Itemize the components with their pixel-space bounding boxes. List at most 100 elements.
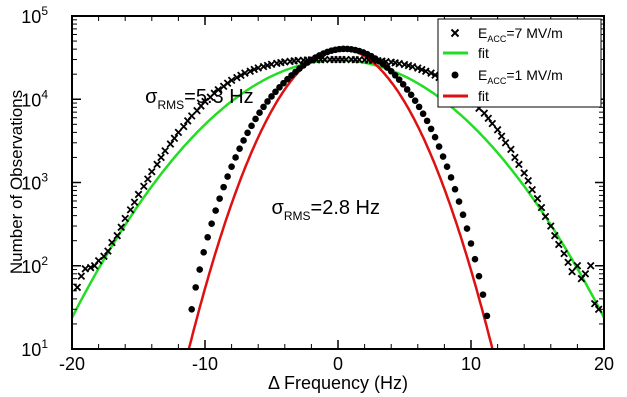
data-point-x [524, 176, 533, 185]
data-point-dot [419, 110, 427, 118]
y-tick-label: 105 [21, 4, 48, 27]
sigma-annotation-main: σ [145, 86, 158, 108]
data-point-x [488, 119, 497, 128]
data-point-dot [467, 240, 475, 247]
data-point-dot [188, 305, 195, 313]
legend-marker-x [450, 28, 460, 38]
legend-entry-sub: ACC [487, 76, 507, 86]
data-point-dot [240, 137, 247, 144]
data-point-dot [252, 115, 259, 123]
y-axis-label: Number of Observations [7, 90, 26, 274]
y-tick-exp: 4 [41, 87, 48, 101]
data-point-x [564, 258, 572, 267]
y-tick-label: 103 [21, 171, 48, 194]
sigma-annotation-sub: RMS [157, 98, 184, 112]
data-point-dot [435, 143, 443, 150]
y-tick-label: 104 [21, 87, 48, 110]
data-point-x [537, 203, 546, 212]
data-point-x [528, 185, 537, 194]
data-point-x [179, 122, 188, 131]
data-point-dot [483, 312, 491, 320]
data-point-x [560, 249, 568, 258]
data-point-dot [411, 97, 419, 105]
data-point-x [166, 140, 175, 148]
data-point-x [493, 125, 502, 134]
x-tick-label: 10 [461, 354, 481, 374]
data-point-x [501, 138, 510, 147]
data-point-dot [228, 163, 235, 170]
data-point-x [134, 190, 143, 199]
data-point-dot [423, 117, 431, 125]
sigma-annotation-rest: =2.8 Hz [311, 197, 380, 219]
data-point-x [417, 65, 426, 74]
data-point-x [126, 205, 135, 214]
data-point-x [121, 214, 130, 223]
data-point-x [554, 240, 563, 249]
data-point-dot [268, 93, 275, 100]
data-point-x [170, 134, 179, 143]
data-point-dot [427, 125, 435, 133]
data-point-x [108, 238, 116, 247]
y-tick-base: 10 [21, 257, 41, 277]
data-point-x [104, 247, 112, 255]
data-point-dot [196, 266, 203, 273]
data-point-dot [463, 225, 471, 232]
data-point-x [484, 114, 493, 123]
y-tick-base: 10 [21, 174, 41, 194]
data-point-x [427, 69, 435, 77]
data-point-x [77, 272, 86, 280]
y-tick-label: 101 [21, 337, 48, 360]
data-point-dot [475, 272, 483, 280]
legend-entry-rest: =1 MV/m [506, 67, 562, 83]
y-tick-base: 10 [21, 90, 41, 110]
data-point-x [117, 223, 126, 232]
data-point-x [81, 264, 90, 273]
data-point-dot [471, 255, 479, 263]
data-point-dot [216, 195, 223, 202]
data-point-x [581, 269, 590, 278]
data-point-dot [407, 91, 415, 99]
data-point-x [161, 147, 169, 155]
data-point-x [113, 231, 122, 240]
data-point-x [594, 305, 603, 314]
data-point-x [413, 64, 422, 72]
data-point-dot [272, 88, 279, 96]
data-point-x [130, 198, 139, 207]
data-point-x [590, 299, 599, 308]
legend-entry-sub: ACC [487, 34, 507, 44]
x-tick-label: -20 [59, 354, 85, 374]
data-point-dot [248, 122, 255, 130]
sigma-annotation-rest: =5.3 Hz [184, 86, 253, 108]
data-point-x [86, 263, 95, 272]
data-point-dot [447, 174, 455, 181]
data-point-dot [443, 163, 451, 170]
x-tick-label: 20 [594, 354, 614, 374]
data-point-x [147, 167, 156, 176]
data-point-dot [387, 67, 395, 75]
legend-box [437, 18, 602, 108]
data-point-dot [232, 154, 239, 161]
data-point-x [520, 169, 529, 177]
sigma-annotation: σRMS=2.8 Hz [272, 197, 381, 223]
data-point-dot [455, 198, 463, 205]
data-point-x [421, 67, 430, 76]
x-axis-label: Δ Frequency (Hz) [268, 373, 408, 393]
data-point-dot [399, 81, 407, 88]
data-point-x [250, 65, 259, 74]
data-point-dot [260, 103, 267, 111]
legend-entry-main: fit [478, 88, 489, 104]
data-point-dot [256, 109, 263, 116]
data-point-dot [403, 86, 411, 93]
data-point-x [550, 231, 559, 240]
legend-entry-main: fit [478, 45, 489, 61]
data-point-x [515, 160, 523, 169]
legend-entry: EACC=1 MV/m [478, 67, 563, 86]
sigma-annotation-main: σ [272, 197, 285, 219]
y-tick-base: 10 [21, 340, 41, 360]
data-point-x [254, 64, 263, 72]
x-tick-label: 0 [333, 354, 343, 374]
y-tick-base: 10 [21, 7, 41, 27]
data-point-dot [415, 103, 423, 111]
